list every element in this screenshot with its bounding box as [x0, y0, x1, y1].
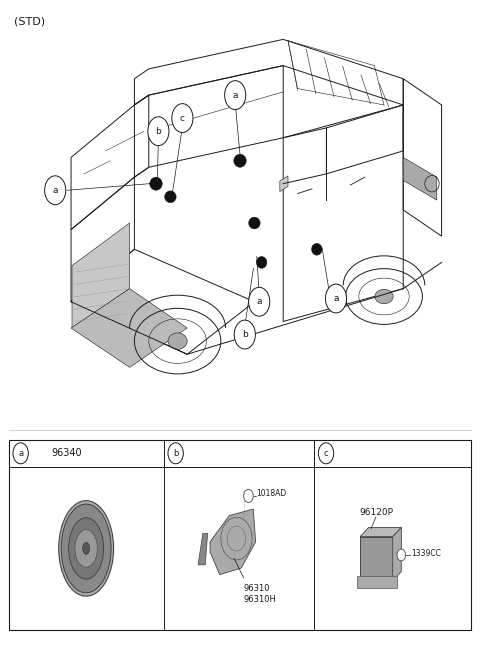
Ellipse shape	[61, 504, 111, 593]
FancyBboxPatch shape	[357, 576, 397, 588]
Text: 1339CC: 1339CC	[411, 548, 441, 558]
Ellipse shape	[312, 243, 322, 255]
Text: a: a	[333, 294, 339, 303]
Text: 1018AD: 1018AD	[257, 489, 287, 499]
Text: 96310
96310H: 96310 96310H	[244, 584, 276, 604]
Circle shape	[45, 176, 66, 205]
Circle shape	[318, 443, 334, 464]
Text: 96340: 96340	[51, 448, 82, 459]
Text: c: c	[180, 113, 185, 123]
Ellipse shape	[69, 518, 104, 579]
Circle shape	[148, 117, 169, 146]
Text: c: c	[324, 449, 328, 458]
Ellipse shape	[249, 217, 260, 229]
Circle shape	[397, 549, 406, 561]
Polygon shape	[280, 176, 288, 192]
Text: a: a	[52, 186, 58, 195]
Circle shape	[234, 320, 255, 349]
Circle shape	[244, 489, 253, 502]
Circle shape	[168, 443, 183, 464]
Text: a: a	[256, 297, 262, 306]
Ellipse shape	[59, 501, 114, 596]
Text: b: b	[156, 127, 161, 136]
Circle shape	[225, 81, 246, 110]
Ellipse shape	[165, 191, 176, 203]
Circle shape	[13, 443, 28, 464]
Polygon shape	[72, 223, 130, 328]
Polygon shape	[360, 527, 401, 537]
Polygon shape	[210, 509, 256, 575]
Circle shape	[172, 104, 193, 133]
Ellipse shape	[75, 529, 97, 567]
Text: a: a	[232, 91, 238, 100]
Polygon shape	[198, 533, 208, 565]
Text: b: b	[242, 330, 248, 339]
Polygon shape	[403, 157, 437, 200]
FancyBboxPatch shape	[360, 537, 393, 581]
Text: b: b	[173, 449, 179, 458]
Text: 96120P: 96120P	[359, 508, 393, 517]
Circle shape	[249, 287, 270, 316]
Ellipse shape	[150, 177, 162, 190]
Polygon shape	[393, 527, 401, 581]
Text: (STD): (STD)	[14, 16, 46, 26]
Ellipse shape	[234, 154, 246, 167]
Ellipse shape	[168, 333, 187, 349]
Ellipse shape	[256, 256, 267, 268]
Polygon shape	[71, 289, 187, 367]
Circle shape	[325, 284, 347, 313]
Ellipse shape	[83, 543, 90, 554]
Text: a: a	[18, 449, 23, 458]
Ellipse shape	[375, 289, 393, 304]
